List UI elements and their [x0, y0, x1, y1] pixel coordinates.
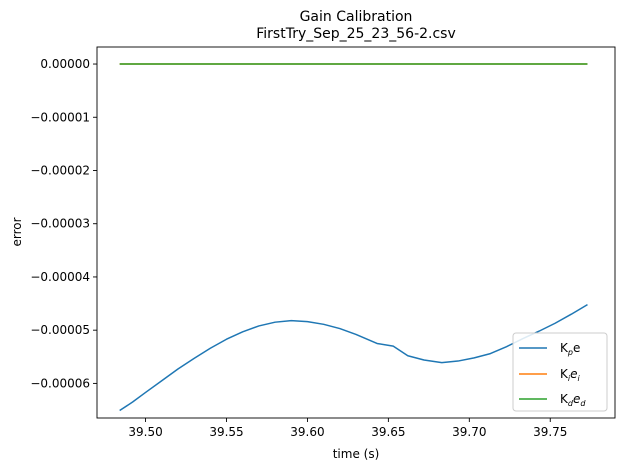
y-tick-label: −0.00004	[30, 270, 90, 284]
y-tick-label: −0.00001	[30, 110, 90, 124]
legend-label: Kpe	[560, 341, 580, 357]
x-axis-label: time (s)	[333, 447, 380, 461]
legend-box	[512, 332, 608, 412]
x-tick-label: 39.70	[452, 425, 486, 439]
legend-item: Kiei	[519, 367, 581, 383]
x-tick-label: 39.75	[533, 425, 567, 439]
series-line-0	[119, 303, 588, 412]
y-tick-label: 0.00000	[40, 57, 90, 71]
y-axis-ticks: 0.00000 −0.00001 −0.00002 −0.00003 −0.00004 −…	[30, 57, 97, 390]
y-tick-label: −0.00003	[30, 217, 90, 231]
x-tick-label: 39.55	[209, 425, 243, 439]
legend-label: Kded	[560, 392, 586, 408]
legend-item: Kded	[519, 392, 586, 408]
y-tick-label: −0.00002	[30, 163, 90, 177]
y-tick-label: −0.00006	[30, 376, 90, 390]
legend: Kpe Kiei Kded	[512, 332, 608, 412]
x-tick-label: 39.60	[290, 425, 324, 439]
y-axis-label: error	[10, 217, 24, 246]
y-tick-label: −0.00005	[30, 323, 90, 337]
x-axis-ticks: 39.50 39.55 39.60 39.65 39.70 39.75	[128, 418, 567, 439]
axes-frame	[96, 46, 616, 419]
chart-title: Gain Calibration	[300, 9, 413, 25]
x-tick-label: 39.50	[128, 425, 162, 439]
chart-subtitle: FirstTry_Sep_25_23_56-2.csv	[256, 26, 456, 42]
legend-label: Kiei	[560, 367, 581, 383]
legend-item: Kpe	[519, 341, 580, 357]
x-tick-label: 39.65	[371, 425, 405, 439]
plot-area	[119, 63, 588, 412]
